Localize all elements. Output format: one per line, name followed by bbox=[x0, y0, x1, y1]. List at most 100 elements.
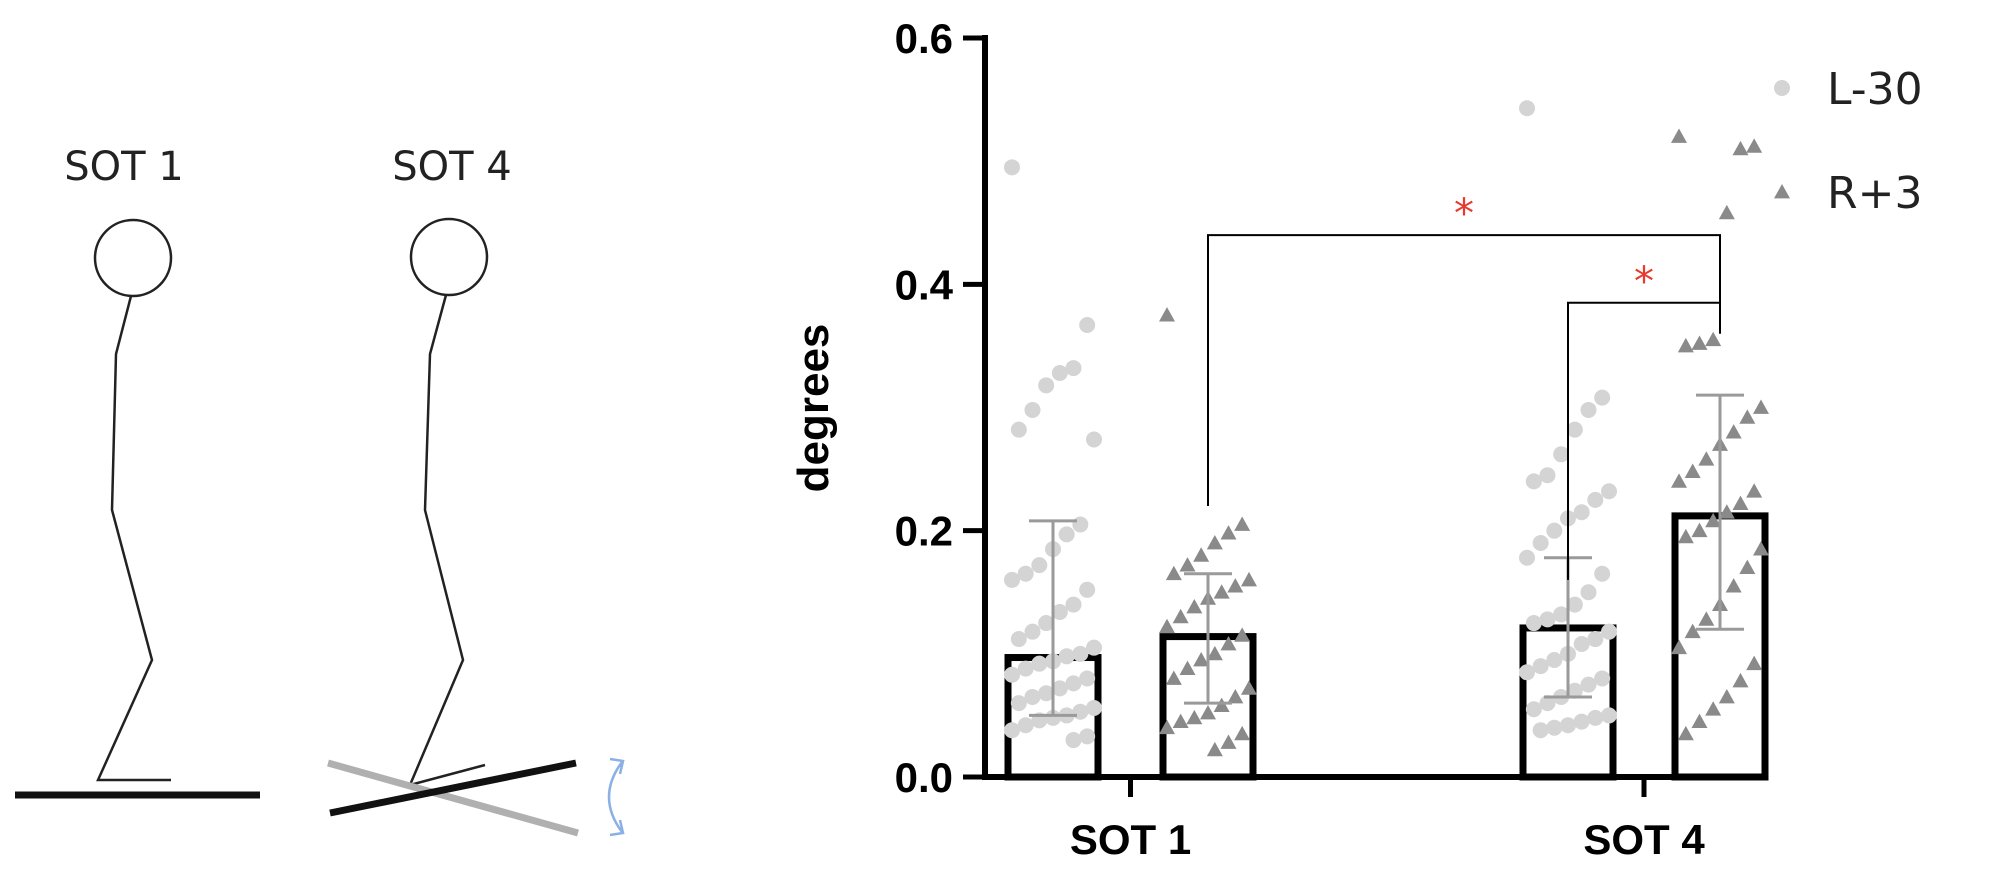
data-point bbox=[1753, 541, 1769, 556]
data-point bbox=[1684, 463, 1701, 478]
data-point bbox=[1200, 704, 1216, 720]
sot4-platform-tilted bbox=[327, 759, 579, 837]
data-point bbox=[1539, 467, 1556, 484]
y-tick-label: 0.0 bbox=[895, 754, 953, 801]
data-point bbox=[1017, 565, 1034, 582]
y-axis-label: degrees bbox=[789, 324, 838, 493]
data-point bbox=[1691, 713, 1708, 728]
data-point bbox=[1010, 631, 1027, 648]
data-point bbox=[1234, 516, 1251, 531]
data-point bbox=[1206, 645, 1223, 661]
data-point bbox=[1573, 635, 1590, 652]
data-point bbox=[1004, 666, 1020, 683]
data-point bbox=[1038, 685, 1055, 702]
data-point bbox=[1573, 504, 1590, 521]
data-point bbox=[1718, 504, 1735, 519]
sot4-head bbox=[409, 217, 489, 297]
data-point bbox=[1718, 688, 1735, 704]
data-point bbox=[1601, 623, 1617, 640]
data-point bbox=[1172, 713, 1189, 728]
data-point bbox=[1179, 557, 1196, 572]
tilt-arrow-icon bbox=[607, 761, 624, 833]
chart-axes: 0.0 0.2 0.4 0.6 degrees SOT 1 SOT 4 bbox=[789, 15, 1725, 863]
data-point bbox=[1165, 670, 1182, 685]
data-point bbox=[1220, 635, 1237, 651]
data-point bbox=[1601, 707, 1617, 724]
data-point bbox=[1024, 401, 1041, 418]
data-point bbox=[1594, 565, 1611, 582]
posture-illustration: SOT 1 SOT 4 bbox=[15, 144, 625, 837]
data-point bbox=[1227, 578, 1244, 593]
data-point bbox=[1045, 709, 1061, 726]
legend-marker bbox=[1774, 184, 1790, 199]
data-point bbox=[1732, 495, 1749, 510]
data-points bbox=[1004, 100, 1769, 757]
x-tick-label: SOT 4 bbox=[1583, 816, 1705, 863]
data-point bbox=[1031, 557, 1048, 574]
data-point bbox=[1746, 138, 1763, 153]
data-point bbox=[1058, 526, 1075, 543]
data-point bbox=[1691, 335, 1708, 350]
data-point bbox=[1051, 680, 1068, 697]
data-point bbox=[1065, 596, 1082, 613]
data-point bbox=[1532, 658, 1549, 675]
tilt-arrow-head-top bbox=[609, 757, 625, 775]
data-point bbox=[1705, 331, 1722, 347]
data-point bbox=[1172, 608, 1189, 624]
data-point bbox=[1601, 483, 1617, 500]
data-point bbox=[1159, 719, 1175, 735]
data-point bbox=[1086, 431, 1102, 448]
x-tick-label: SOT 1 bbox=[1070, 816, 1191, 863]
data-point bbox=[1566, 596, 1583, 613]
data-point bbox=[1024, 623, 1041, 640]
data-point bbox=[1213, 584, 1230, 599]
data-point bbox=[1213, 697, 1230, 712]
data-point bbox=[1532, 534, 1549, 551]
y-tick-label: 0.2 bbox=[895, 508, 953, 555]
data-point bbox=[1065, 675, 1082, 692]
sot4-label: SOT 4 bbox=[392, 144, 511, 190]
data-point bbox=[1539, 611, 1556, 628]
data-point bbox=[1065, 360, 1082, 377]
data-point bbox=[1705, 512, 1722, 528]
data-point bbox=[1725, 578, 1742, 593]
data-point bbox=[1234, 627, 1251, 642]
tilt-arrow-head-bottom bbox=[609, 819, 625, 837]
data-point bbox=[1072, 645, 1089, 662]
data-point bbox=[1038, 615, 1055, 632]
data-point bbox=[1746, 655, 1763, 671]
data-point bbox=[1677, 528, 1694, 544]
data-point bbox=[1732, 140, 1749, 156]
significance-brackets: ** bbox=[1207, 191, 1721, 580]
data-point bbox=[1058, 648, 1075, 665]
data-point bbox=[1732, 672, 1749, 688]
data-point bbox=[1165, 565, 1182, 581]
data-point bbox=[1739, 559, 1756, 575]
data-point bbox=[1241, 680, 1257, 695]
data-point bbox=[1010, 695, 1027, 712]
data-point bbox=[1079, 728, 1096, 745]
data-point bbox=[1671, 639, 1687, 655]
data-point bbox=[1004, 159, 1020, 176]
data-point bbox=[1519, 664, 1535, 681]
data-point bbox=[1525, 701, 1542, 718]
data-point bbox=[1553, 606, 1570, 623]
legend: L-30 R+3 bbox=[1774, 64, 1923, 219]
sot4-figure bbox=[327, 217, 625, 837]
data-point bbox=[1079, 670, 1096, 687]
data-point bbox=[1566, 421, 1583, 438]
data-point bbox=[1580, 401, 1597, 418]
data-point bbox=[1753, 399, 1769, 414]
data-point bbox=[1065, 732, 1082, 749]
sot4-platform bbox=[329, 759, 577, 817]
sot1-figure bbox=[15, 218, 260, 799]
legend-label: L-30 bbox=[1827, 64, 1923, 115]
significance-bracket bbox=[1207, 234, 1721, 507]
data-point bbox=[1072, 703, 1089, 720]
data-point bbox=[1739, 409, 1756, 424]
data-point bbox=[1546, 719, 1563, 736]
data-point bbox=[1004, 571, 1020, 588]
y-tick-label: 0.4 bbox=[895, 261, 954, 308]
data-point bbox=[1051, 603, 1068, 620]
